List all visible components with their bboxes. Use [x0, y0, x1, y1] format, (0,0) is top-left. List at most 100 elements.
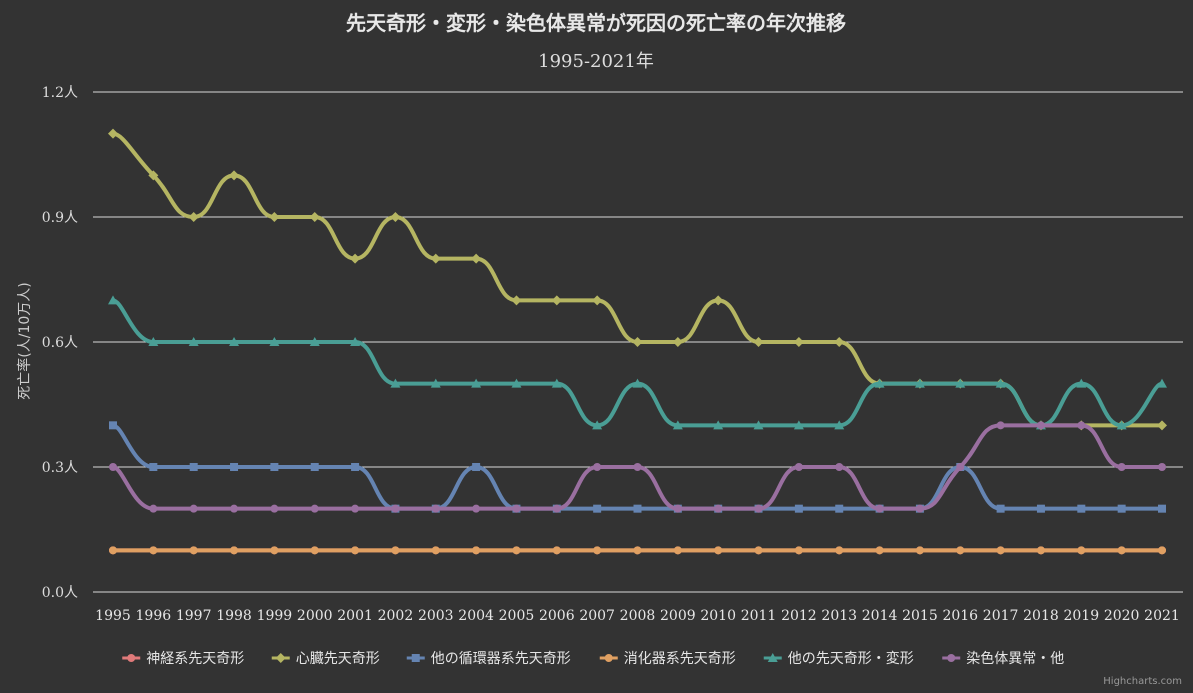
data-point[interactable] [592, 420, 603, 430]
data-point[interactable] [1077, 504, 1086, 513]
data-point[interactable] [996, 504, 1005, 513]
data-point[interactable] [552, 504, 561, 513]
data-point[interactable] [835, 504, 844, 513]
data-point[interactable] [754, 546, 763, 555]
data-point[interactable] [511, 378, 522, 388]
data-point[interactable] [512, 546, 521, 555]
data-point[interactable] [1117, 546, 1126, 555]
data-point[interactable] [430, 253, 441, 264]
data-point[interactable] [109, 463, 117, 471]
data-point[interactable] [835, 463, 844, 471]
data-point[interactable] [672, 420, 683, 430]
data-point[interactable] [512, 504, 521, 513]
data-point[interactable] [1116, 420, 1127, 430]
legend-marker[interactable] [604, 654, 613, 662]
data-point[interactable] [995, 378, 1006, 388]
data-point[interactable] [834, 420, 845, 430]
data-point[interactable] [350, 253, 361, 264]
data-point[interactable] [753, 420, 764, 430]
series-line[interactable] [111, 423, 1164, 511]
data-point[interactable] [148, 337, 159, 346]
data-point[interactable] [996, 421, 1005, 430]
data-point[interactable] [230, 504, 239, 513]
legend-marker[interactable] [767, 653, 778, 662]
data-point[interactable] [149, 463, 158, 471]
data-point[interactable] [593, 546, 602, 555]
data-point[interactable] [673, 504, 682, 513]
data-point[interactable] [633, 463, 642, 471]
data-point[interactable] [713, 295, 724, 306]
data-point[interactable] [673, 546, 682, 555]
legend-item[interactable]: 染色体異常・他 [942, 650, 1064, 667]
data-point[interactable] [230, 546, 239, 555]
data-point[interactable] [189, 504, 198, 513]
data-point[interactable] [472, 546, 481, 555]
data-point[interactable] [551, 378, 562, 388]
data-point[interactable] [1117, 463, 1126, 471]
data-point[interactable] [390, 212, 401, 222]
data-point[interactable] [955, 378, 966, 388]
data-point[interactable] [632, 378, 643, 388]
data-point[interactable] [753, 337, 764, 347]
data-point[interactable] [794, 546, 803, 555]
data-point[interactable] [1077, 546, 1086, 555]
data-point[interactable] [351, 546, 360, 555]
data-point[interactable] [794, 504, 803, 513]
data-point[interactable] [269, 212, 280, 222]
data-point[interactable] [672, 337, 683, 347]
legend-item[interactable]: 他の先天奇形・変形 [763, 650, 914, 667]
data-point[interactable] [188, 212, 199, 222]
data-point[interactable] [875, 504, 884, 513]
legend-item[interactable]: 心臓先天奇形 [271, 650, 380, 667]
series-3[interactable] [109, 546, 1166, 555]
data-point[interactable] [1117, 504, 1126, 513]
data-point[interactable] [270, 463, 279, 471]
data-point[interactable] [874, 378, 885, 388]
data-point[interactable] [511, 295, 522, 306]
data-point[interactable] [472, 463, 481, 471]
data-point[interactable] [714, 504, 723, 513]
data-point[interactable] [229, 337, 240, 346]
data-point[interactable] [633, 504, 642, 513]
data-point[interactable] [593, 463, 602, 471]
data-point[interactable] [713, 420, 724, 430]
data-point[interactable] [1158, 504, 1166, 513]
credits-link[interactable]: Highcharts.com [1103, 676, 1182, 687]
data-point[interactable] [472, 504, 481, 513]
data-point[interactable] [1157, 378, 1167, 388]
legend-item[interactable]: 神経系先天奇形 [122, 650, 244, 667]
data-point[interactable] [875, 546, 884, 555]
data-point[interactable] [1076, 378, 1087, 388]
data-point[interactable] [148, 170, 159, 181]
data-point[interactable] [310, 463, 319, 471]
data-point[interactable] [109, 546, 117, 555]
data-point[interactable] [633, 546, 642, 555]
series-line[interactable] [111, 298, 1164, 428]
series-4[interactable] [108, 295, 1167, 430]
legend-marker[interactable] [411, 654, 420, 662]
data-point[interactable] [632, 337, 643, 347]
data-point[interactable] [471, 378, 482, 388]
data-point[interactable] [108, 128, 118, 139]
data-point[interactable] [391, 504, 400, 513]
legend-item[interactable]: 消化器系先天奇形 [599, 650, 736, 667]
data-point[interactable] [834, 337, 845, 347]
data-point[interactable] [230, 463, 239, 471]
data-point[interactable] [189, 546, 198, 555]
data-point[interactable] [310, 504, 319, 513]
legend-marker[interactable] [127, 654, 136, 662]
data-point[interactable] [350, 337, 361, 346]
data-point[interactable] [915, 504, 924, 513]
legend-marker[interactable] [947, 654, 956, 662]
data-point[interactable] [108, 295, 118, 305]
data-point[interactable] [269, 337, 280, 346]
data-point[interactable] [310, 546, 319, 555]
data-point[interactable] [754, 504, 763, 513]
series-5[interactable] [109, 421, 1166, 513]
data-point[interactable] [109, 421, 117, 430]
data-point[interactable] [188, 337, 199, 346]
legend-marker[interactable] [275, 653, 286, 663]
data-point[interactable] [996, 546, 1005, 555]
data-point[interactable] [1036, 546, 1045, 555]
data-point[interactable] [391, 546, 400, 555]
